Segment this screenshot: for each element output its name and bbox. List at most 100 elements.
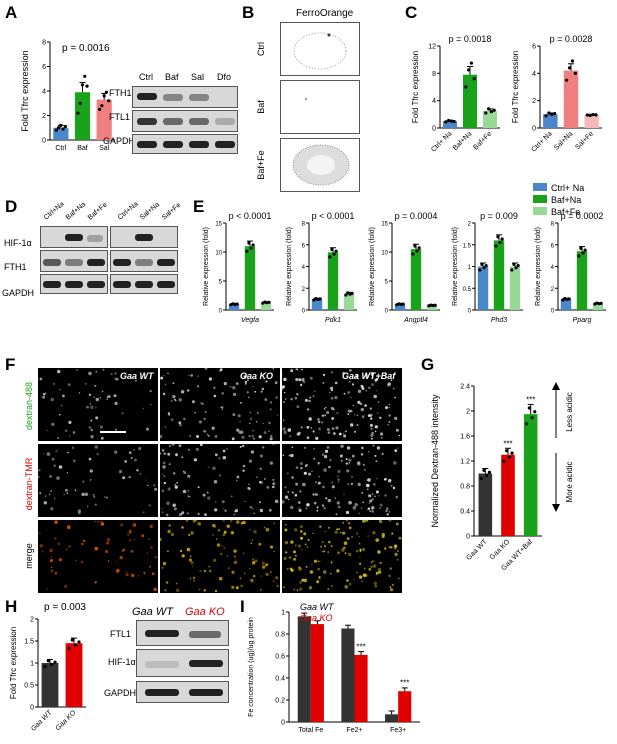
E-Pparg-pvalue: p = 0.0002 xyxy=(561,211,604,221)
G-xtick-label: Gaa WT xyxy=(465,538,489,562)
C1-bar xyxy=(483,110,497,128)
C1-ytick-label: 4 xyxy=(432,98,436,105)
blot-d-lane-6: Sal+Fe xyxy=(161,202,183,222)
C1-point xyxy=(467,68,471,72)
H-point xyxy=(53,660,57,664)
micrograph-r2-c3 xyxy=(281,444,402,517)
E-Angptl4-bar xyxy=(394,304,406,310)
panel-label-c: C xyxy=(405,3,418,22)
blot-h-hif xyxy=(136,649,229,677)
panel-label-f: F xyxy=(5,355,16,374)
micrograph-r2-c1 xyxy=(36,444,158,517)
E-Angptl4-point xyxy=(413,244,417,248)
E-Pdk1-point xyxy=(350,291,354,295)
ferro-image-baf xyxy=(280,80,360,134)
H-xtick-label: Gaa KO xyxy=(55,709,78,732)
C1-pvalue: p = 0.0018 xyxy=(449,34,492,44)
legend-e-label-2: Baf+Na xyxy=(551,195,582,205)
G-ytick-label: 2.4 xyxy=(460,384,470,391)
E-Vegfa-point xyxy=(247,241,251,245)
arrow-up-head xyxy=(552,382,560,390)
G-ytick-label: 1.2 xyxy=(460,459,470,466)
E-Pdk1-ytick-label: 4 xyxy=(302,265,306,271)
E-Angptl4-ytick-label: 15 xyxy=(381,222,388,228)
I-star: *** xyxy=(356,642,365,651)
H-ylabel: Fold Tfrc expression xyxy=(9,627,18,699)
E-Phd3-point xyxy=(496,235,500,239)
blot-d-lane-4: Ctrl+Na xyxy=(117,201,140,222)
I-xtick-label: Total Fe xyxy=(298,727,323,734)
C2-point xyxy=(565,78,569,82)
E-Phd3-bar xyxy=(493,240,505,310)
E-Phd3-ytick-label: 0 xyxy=(468,309,472,315)
E-Pparg-ytick-label: 8 xyxy=(551,222,555,228)
G-point xyxy=(530,416,534,420)
blot-h-gapdh xyxy=(136,681,229,703)
H-bar xyxy=(41,663,59,707)
micrograph-r3-c2 xyxy=(158,519,280,593)
E-Angptl4-ytick-label: 5 xyxy=(385,280,389,286)
C1-ytick-label: 8 xyxy=(432,71,436,78)
E-Pdk1-ytick-label: 8 xyxy=(302,222,306,228)
I-xtick-label: Fe3+ xyxy=(390,727,406,734)
blot-a-row-fth1: FTH1 xyxy=(109,88,132,98)
G-point xyxy=(527,406,531,410)
blot-d-gapdh-right xyxy=(110,274,178,294)
E-Pdk1-bar xyxy=(327,252,339,310)
blot-a-lane-sal: Sal xyxy=(191,72,205,82)
micro-col-ko: Gaa KO xyxy=(240,371,274,381)
E-Pdk1-point xyxy=(318,297,322,301)
panel-label-a: A xyxy=(5,3,18,22)
E-Pparg-point xyxy=(577,254,581,258)
legend-e: Ctrl+ Na Baf+Na Baf+Fe xyxy=(533,182,584,218)
E-Phd3-point xyxy=(512,262,516,266)
C2-ytick-label: 6 xyxy=(532,44,536,51)
C2-point xyxy=(544,114,548,118)
C1-ytick-label: 12 xyxy=(428,44,436,51)
blot-d-row-hif: HIF-1α xyxy=(4,238,32,248)
E-Phd3-point xyxy=(510,268,514,272)
blot-d-gapdh-left xyxy=(40,274,108,294)
E-Phd3-point xyxy=(494,244,498,248)
G-bar xyxy=(501,454,515,536)
chart-e-phd3: 0 0.5 1 1.5 2 p = 0.009 Phd3 Relative expressio… xyxy=(452,211,523,324)
blot-d-fth1-right xyxy=(110,250,178,272)
E-Phd3-point xyxy=(482,266,486,270)
micrograph-r1-c3 xyxy=(281,368,402,441)
legend-e-label-3: Baf+Fe xyxy=(551,207,581,217)
E-Vegfa-xlabel: Vegfa xyxy=(241,317,259,324)
ferro-row-baf-fe: Baf+Fe xyxy=(256,150,266,179)
A-point xyxy=(98,107,102,111)
micro-row-merge: merge xyxy=(24,543,34,569)
H-point xyxy=(77,640,81,644)
E-Angptl4-bar xyxy=(410,249,422,310)
arrow-down-label: More acidic xyxy=(565,462,574,503)
E-Phd3-point xyxy=(498,240,502,245)
C1-point xyxy=(472,77,476,81)
A-ytick-label: 8 xyxy=(42,40,46,47)
I-ytick-label: 0 xyxy=(281,720,285,727)
I-bar xyxy=(354,654,368,722)
G-point xyxy=(505,449,509,453)
blot-d-lane-labels: Ctrl+Na Baf+Na Baf+Fe Ctrl+Na Sal+Na Sal… xyxy=(43,201,183,222)
E-Phd3-ytick-label: 0.5 xyxy=(463,287,472,293)
G-point xyxy=(502,459,506,463)
E-Phd3-ytick-label: 1 xyxy=(468,265,472,271)
H-point xyxy=(46,659,50,663)
A-point xyxy=(83,74,87,78)
C1-point xyxy=(464,85,468,89)
G-ytick-label: 0.8 xyxy=(460,484,470,491)
blot-d-lane-3: Baf+Fe xyxy=(87,201,109,221)
E-Pdk1-bar xyxy=(311,299,323,310)
E-Pparg-point xyxy=(567,297,571,301)
chart-h: 0 0.5 1 1.5 2 Gaa WT Gaa KO Fold Tfrc expressio… xyxy=(9,617,86,733)
C1-point xyxy=(484,111,488,115)
C1-point xyxy=(447,118,451,123)
E-Pdk1-point xyxy=(328,255,332,259)
C1-point xyxy=(452,119,456,124)
I-bar xyxy=(297,616,311,722)
E-Angptl4-bar xyxy=(426,305,438,310)
G-bar xyxy=(478,473,493,536)
E-Phd3-point xyxy=(480,262,484,266)
